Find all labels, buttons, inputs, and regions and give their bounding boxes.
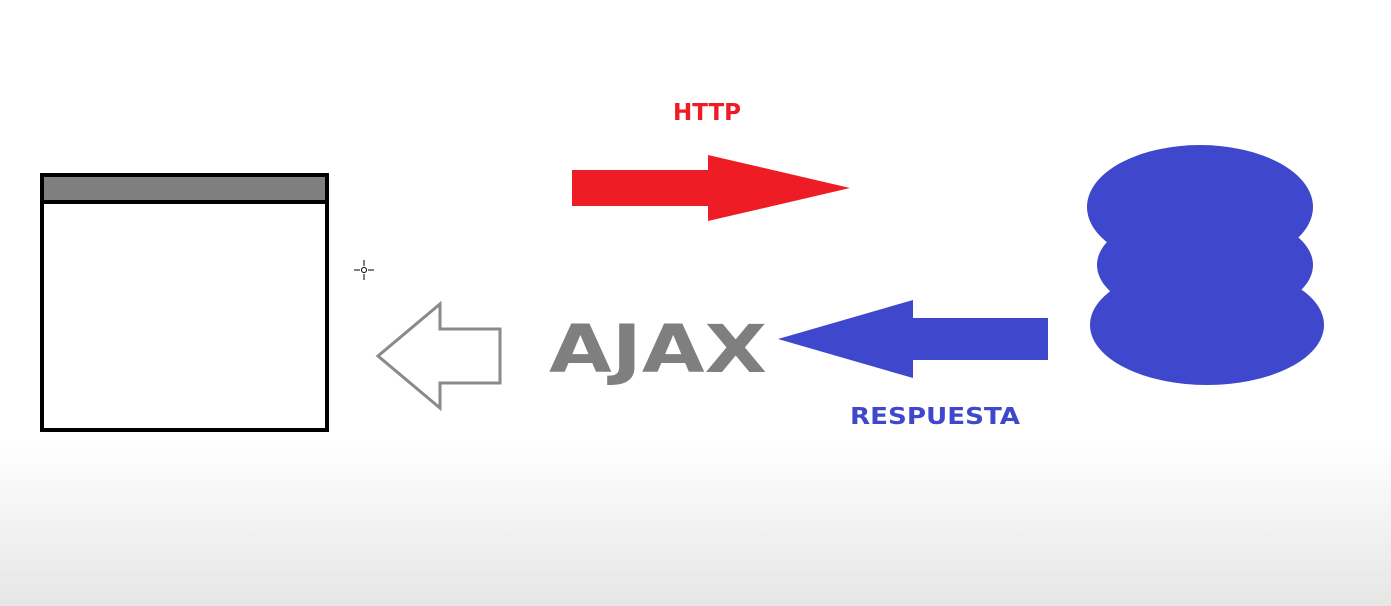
return-arrow-icon xyxy=(375,300,502,412)
ajax-label: AJAX xyxy=(549,311,767,388)
database-server-icon xyxy=(1087,145,1324,385)
browser-window-titlebar xyxy=(40,173,329,204)
http-label: HTTP xyxy=(673,100,741,126)
request-arrow-icon xyxy=(572,155,850,221)
browser-window-icon xyxy=(40,173,329,432)
crosshair-cursor-icon xyxy=(354,260,374,280)
respuesta-label: RESPUESTA xyxy=(850,404,1020,430)
response-arrow-icon xyxy=(778,300,1048,378)
browser-window-body xyxy=(40,173,329,432)
